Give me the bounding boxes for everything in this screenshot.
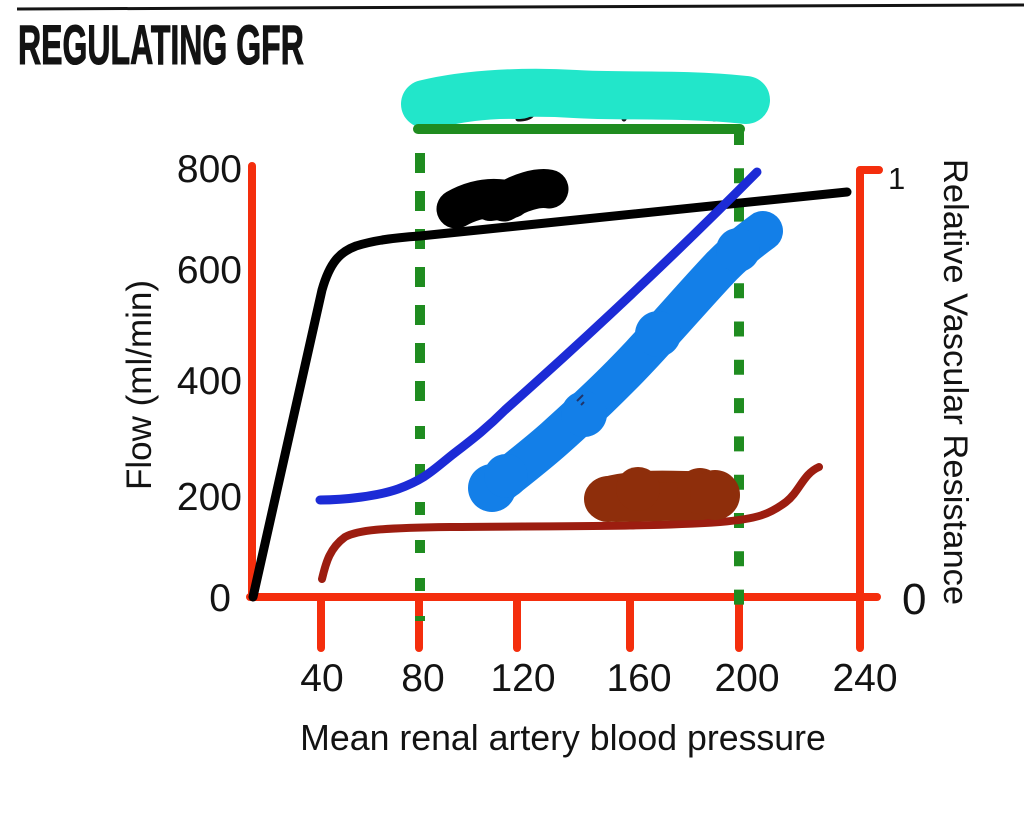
svg-text:Mean renal artery blood pressu: Mean renal artery blood pressure: [300, 718, 826, 758]
svg-text:120: 120: [490, 657, 555, 700]
svg-text:Relative Vascular Resistance: Relative Vascular Resistance: [936, 159, 974, 605]
svg-text:Flow (ml/min): Flow (ml/min): [120, 280, 159, 490]
svg-text:240: 240: [832, 657, 897, 700]
svg-text:80: 80: [401, 657, 444, 700]
svg-text:200: 200: [177, 476, 242, 519]
svg-text:600: 600: [177, 249, 242, 292]
svg-text:400: 400: [177, 360, 242, 403]
svg-text:1: 1: [888, 161, 905, 196]
svg-text:REGULATING GFR: REGULATING GFR: [18, 14, 304, 77]
svg-text:800: 800: [177, 148, 242, 191]
svg-text:40: 40: [300, 657, 343, 700]
svg-text:200: 200: [714, 657, 779, 700]
svg-text:160: 160: [606, 657, 671, 700]
svg-text:0: 0: [209, 577, 231, 620]
svg-text:0: 0: [902, 575, 926, 624]
